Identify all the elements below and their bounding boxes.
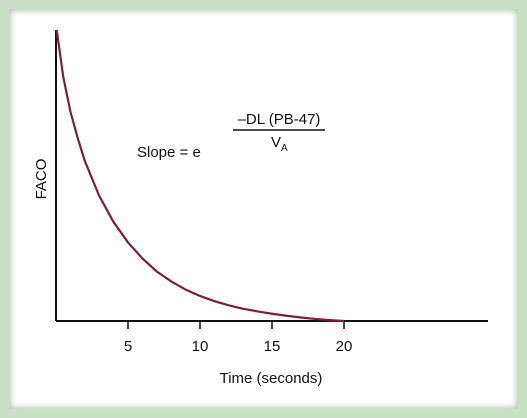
slope-equation-denominator: VA: [271, 134, 288, 154]
x-tick-label: 5: [124, 338, 132, 355]
slope-equation: Slope = e –DL (PB-47) VA: [137, 111, 325, 161]
x-ticks: 5 10 15 20: [124, 321, 353, 355]
denominator-subscript: A: [281, 143, 288, 154]
slope-equation-numerator: –DL (PB-47): [238, 111, 321, 128]
slope-equation-lhs: Slope = e: [137, 144, 201, 161]
x-tick-label: 20: [336, 338, 353, 355]
x-axis-label: Time (seconds): [220, 370, 323, 387]
decay-curve-series: [55, 29, 345, 323]
chart-panel: [9, 9, 518, 409]
x-tick-label: 10: [192, 338, 209, 355]
denominator-main: V: [271, 134, 281, 151]
y-axis-label: FACO: [33, 159, 50, 200]
axes: [55, 30, 488, 322]
x-tick-label: 15: [264, 338, 281, 355]
